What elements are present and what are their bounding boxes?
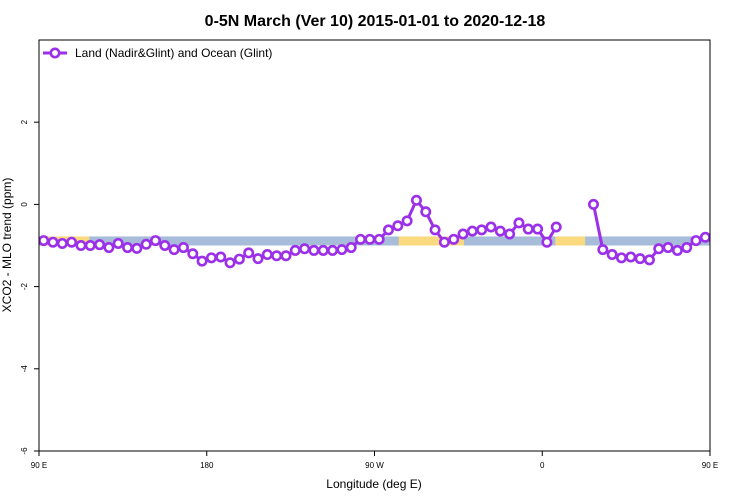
- data-point: [205, 252, 217, 264]
- data-point: [299, 243, 311, 255]
- data-point: [75, 240, 87, 252]
- data-point: [280, 250, 292, 262]
- y-axis: -6 -4 -2 0 2: [20, 119, 39, 455]
- land-band-segment: [555, 236, 586, 246]
- data-point: [103, 242, 115, 254]
- x-tick-label: 90 E: [702, 461, 718, 470]
- data-point: [308, 244, 320, 256]
- data-point: [159, 240, 171, 252]
- data-point: [550, 221, 562, 233]
- data-point: [252, 253, 264, 265]
- data-point: [671, 244, 683, 256]
- data-point: [364, 233, 376, 245]
- data-point: [94, 239, 106, 251]
- y-tick-label: -4: [20, 365, 29, 373]
- x-axis: 90 E 180 90 W 0 90 E: [31, 451, 718, 470]
- data-point: [522, 223, 534, 235]
- land-band-segment: [725, 236, 742, 245]
- data-point: [738, 238, 746, 246]
- legend: Land (Nadir&Glint) and Ocean (Glint): [43, 46, 272, 60]
- data-point: [720, 237, 728, 245]
- data-point: [373, 233, 385, 245]
- x-tick-label: 90 E: [31, 461, 47, 470]
- x-tick-label: 90 W: [365, 461, 384, 470]
- data-point: [494, 225, 506, 237]
- data-point: [466, 225, 478, 237]
- data-point: [420, 206, 432, 218]
- data-point: [382, 224, 394, 236]
- data-point: [233, 253, 245, 265]
- data-point: [401, 215, 413, 227]
- data-point: [39, 235, 50, 247]
- data-point: [56, 237, 68, 249]
- data-point: [457, 228, 469, 240]
- data-point: [345, 242, 357, 254]
- data-point: [122, 242, 134, 254]
- data-point: [588, 198, 600, 210]
- data-point: [615, 252, 627, 264]
- data-point: [336, 244, 348, 256]
- data-point: [149, 235, 161, 247]
- data-point: [196, 255, 208, 267]
- data-point: [187, 248, 199, 260]
- data-point: [662, 242, 674, 254]
- data-point: [355, 233, 367, 245]
- data-point: [541, 236, 553, 248]
- data-point: [224, 257, 236, 269]
- data-point: [112, 237, 124, 249]
- data-point: [729, 239, 737, 247]
- data-point: [690, 235, 702, 247]
- y-tick-label: -6: [20, 447, 29, 455]
- data-point: [243, 247, 255, 259]
- data-point: [634, 253, 646, 265]
- data-point: [606, 249, 618, 261]
- data-point: [261, 249, 273, 261]
- data-point: [66, 236, 78, 248]
- data-point: [317, 244, 329, 256]
- data-point: [485, 221, 497, 233]
- data-point: [392, 220, 404, 232]
- data-point: [513, 217, 525, 229]
- data-point: [709, 237, 710, 244]
- data-point: [532, 223, 544, 235]
- data-point: [47, 236, 59, 248]
- data-point: [327, 244, 339, 256]
- chart-title: 0-5N March (Ver 10) 2015-01-01 to 2020-1…: [205, 13, 546, 30]
- land-band-segment: [398, 236, 464, 246]
- data-point: [476, 224, 488, 236]
- data-point: [168, 244, 180, 256]
- data-point: [448, 233, 460, 245]
- data-point: [504, 228, 516, 240]
- legend-point-marker: [49, 47, 61, 59]
- data-point: [410, 194, 422, 206]
- plot-area: [38, 39, 746, 452]
- x-axis-label: Longitude (deg E): [326, 477, 421, 491]
- data-point: [643, 254, 655, 266]
- y-tick-label: 2: [20, 119, 29, 124]
- data-point: [438, 236, 450, 248]
- x-tick-label: 0: [540, 461, 545, 470]
- y-tick-label: 0: [20, 202, 29, 207]
- legend-entry-label: Land (Nadir&Glint) and Ocean (Glint): [75, 46, 272, 60]
- data-point: [625, 251, 637, 263]
- data-point: [289, 244, 301, 256]
- series-layer: [39, 194, 746, 269]
- data-point: [271, 250, 283, 262]
- data-point: [429, 224, 441, 236]
- data-point: [653, 243, 665, 255]
- data-point: [597, 244, 609, 256]
- data-point: [699, 231, 710, 243]
- data-point: [215, 251, 227, 263]
- x-tick-label: 180: [200, 461, 214, 470]
- data-point: [140, 238, 152, 250]
- y-axis-label: XCO2 - MLO trend (ppm): [0, 178, 14, 313]
- data-point: [131, 242, 143, 254]
- data-point: [177, 242, 189, 254]
- data-point: [681, 242, 693, 254]
- y-tick-label: -2: [20, 282, 29, 290]
- data-point: [84, 240, 96, 252]
